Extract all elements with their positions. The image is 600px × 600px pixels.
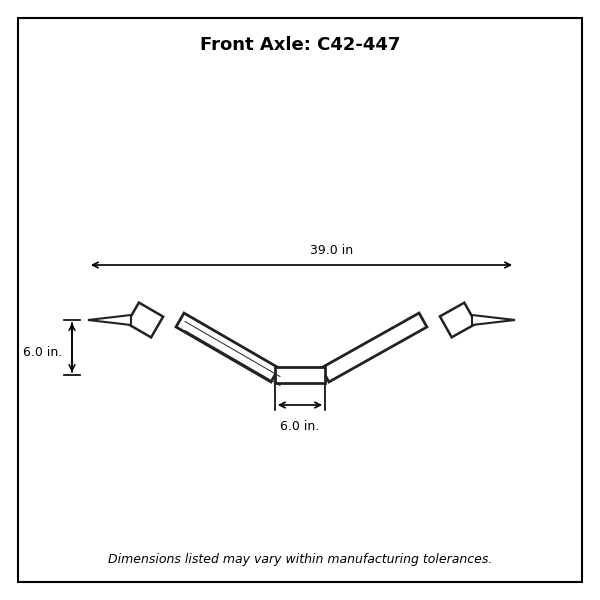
Polygon shape [127, 302, 163, 337]
Polygon shape [176, 313, 279, 382]
Text: Dimensions listed may vary within manufacturing tolerances.: Dimensions listed may vary within manufa… [108, 553, 492, 566]
Text: 6.0 in.: 6.0 in. [23, 346, 62, 359]
Text: 39.0 in: 39.0 in [310, 244, 353, 257]
Text: 6.0 in.: 6.0 in. [280, 420, 320, 433]
Polygon shape [275, 367, 325, 383]
Polygon shape [440, 302, 476, 337]
Polygon shape [88, 315, 131, 325]
Text: Front Axle: C42-447: Front Axle: C42-447 [200, 36, 400, 54]
Polygon shape [472, 315, 515, 325]
Polygon shape [321, 313, 427, 382]
